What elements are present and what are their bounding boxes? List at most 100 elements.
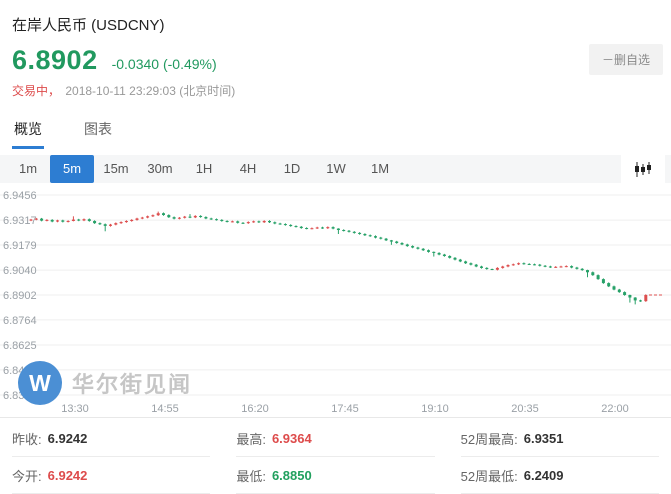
chart-area: 6.9456 6.9317 6.9179 6.9040 6.8902 6.8764 6.86… bbox=[0, 183, 671, 417]
candle bbox=[146, 216, 150, 218]
candle bbox=[427, 250, 430, 252]
timeframe-5m[interactable]: 5m bbox=[50, 155, 94, 183]
candle bbox=[268, 220, 271, 223]
y-axis-label: 6.8625 bbox=[3, 340, 37, 352]
candle bbox=[252, 221, 256, 223]
remove-watchlist-button[interactable]: －删自选 bbox=[588, 44, 663, 75]
stat-label: 52周最低: bbox=[460, 469, 518, 484]
candlestick-chart[interactable]: 6.9456 6.9317 6.9179 6.9040 6.8902 6.8764 6.86… bbox=[0, 183, 671, 417]
timeframe-1m[interactable]: 1m bbox=[6, 155, 50, 183]
spacer bbox=[402, 155, 621, 183]
y-axis-label: 6.8487 bbox=[3, 365, 37, 377]
candle bbox=[458, 259, 462, 262]
candle bbox=[400, 243, 404, 245]
timeframe-30m[interactable]: 30m bbox=[138, 155, 182, 183]
candle bbox=[421, 248, 425, 251]
timeframe-4H[interactable]: 4H bbox=[226, 155, 270, 183]
chart-type-button[interactable] bbox=[621, 155, 665, 183]
candle bbox=[98, 223, 102, 225]
candle bbox=[554, 266, 558, 268]
candle bbox=[326, 227, 330, 229]
candle bbox=[559, 266, 563, 268]
view-tabs: 概览 图表 bbox=[0, 113, 671, 149]
candle bbox=[193, 215, 197, 218]
candle bbox=[34, 218, 38, 220]
stat-最高: 最高: 6.9364 bbox=[236, 420, 435, 457]
x-axis-label: 13:30 bbox=[61, 403, 89, 415]
candle bbox=[262, 220, 266, 223]
candle bbox=[416, 247, 420, 249]
candle bbox=[639, 300, 642, 302]
tab-图表[interactable]: 图表 bbox=[84, 121, 112, 137]
stat-label: 最低: bbox=[236, 469, 266, 484]
candle bbox=[522, 263, 526, 265]
candle bbox=[310, 228, 314, 230]
candle bbox=[389, 240, 393, 242]
candle bbox=[151, 215, 155, 217]
candle bbox=[336, 228, 340, 231]
candle bbox=[156, 213, 160, 216]
stat-52周最高: 52周最高: 6.9351 bbox=[460, 420, 659, 457]
candle bbox=[464, 261, 468, 264]
x-axis-label: 17:45 bbox=[331, 403, 359, 415]
candle bbox=[140, 217, 144, 219]
timeframe-15m[interactable]: 15m bbox=[94, 155, 138, 183]
trading-status: 交易中， bbox=[12, 84, 61, 98]
tab-概览[interactable]: 概览 bbox=[12, 113, 44, 149]
candle bbox=[257, 221, 261, 223]
candlestick-chart-icon bbox=[635, 161, 651, 177]
instrument-title: 在岸人民币 (USDCNY) bbox=[12, 17, 165, 34]
stat-value: 6.9364 bbox=[271, 431, 312, 446]
candle bbox=[82, 219, 86, 221]
stat-昨收: 昨收: 6.9242 bbox=[12, 420, 211, 457]
candle bbox=[183, 216, 187, 218]
candle bbox=[29, 219, 33, 221]
candle bbox=[379, 237, 383, 239]
candle bbox=[538, 264, 542, 266]
candle bbox=[384, 238, 388, 241]
candle bbox=[278, 223, 282, 225]
candle bbox=[119, 222, 123, 224]
candle bbox=[601, 279, 605, 284]
candle bbox=[40, 218, 44, 221]
candle bbox=[352, 231, 356, 233]
x-axis-label: 22:00 bbox=[601, 403, 629, 415]
candle bbox=[517, 263, 521, 265]
y-axis-label: 6.8764 bbox=[3, 315, 37, 327]
candle bbox=[315, 227, 319, 229]
candle bbox=[225, 220, 229, 222]
candle bbox=[135, 218, 139, 220]
timeframe-1D[interactable]: 1D bbox=[270, 155, 314, 183]
stat-label: 昨收: bbox=[12, 432, 42, 447]
candle bbox=[299, 226, 303, 229]
candle bbox=[437, 252, 441, 255]
price-change: -0.0340 (-0.49%) bbox=[111, 56, 217, 72]
candle bbox=[612, 286, 616, 290]
candle bbox=[209, 218, 213, 220]
candle bbox=[548, 266, 552, 268]
timeframe-1W[interactable]: 1W bbox=[314, 155, 358, 183]
candle bbox=[586, 270, 589, 273]
candle bbox=[215, 219, 218, 221]
candle bbox=[623, 292, 627, 295]
candle bbox=[230, 221, 234, 223]
y-axis-label: 6.9317 bbox=[3, 215, 37, 227]
candle bbox=[114, 223, 118, 225]
timeframe-1M[interactable]: 1M bbox=[358, 155, 402, 183]
candle bbox=[633, 297, 637, 301]
candle bbox=[66, 220, 70, 222]
candle bbox=[87, 219, 91, 221]
candle bbox=[596, 275, 600, 280]
candle bbox=[358, 232, 362, 234]
candle bbox=[511, 264, 515, 266]
stats-table: 昨收: 6.9242 最高: 6.9364 52周最高: 6.9351 今开: 6.9242 最… bbox=[0, 417, 671, 494]
candle bbox=[342, 230, 346, 232]
candle bbox=[273, 222, 277, 224]
candle bbox=[305, 228, 309, 230]
price-row: 6.8902 -0.0340 (-0.49%) bbox=[12, 45, 659, 76]
timeframe-1H[interactable]: 1H bbox=[182, 155, 226, 183]
candle bbox=[405, 244, 409, 247]
candle bbox=[162, 213, 165, 216]
candle bbox=[495, 267, 499, 270]
candle bbox=[485, 267, 489, 270]
